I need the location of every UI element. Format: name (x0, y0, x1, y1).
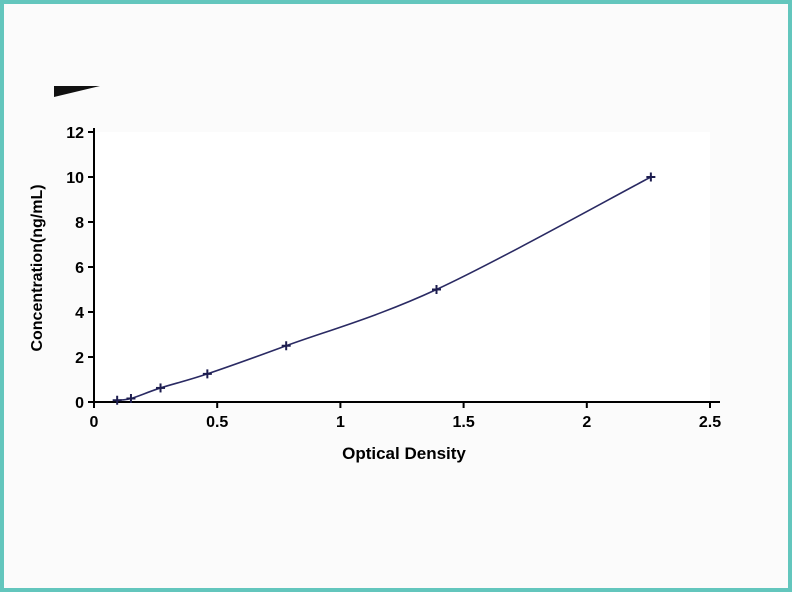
standard-curve-chart: 0 0.5 1 1.5 2 2.5 0 2 4 6 8 10 12 (66, 125, 721, 431)
svg-text:0.5: 0.5 (206, 414, 228, 431)
svg-text:0: 0 (90, 414, 99, 431)
elisa-standard-curve-figure: 0 0.5 1 1.5 2 2.5 0 2 4 6 8 10 12 Concentration(ng/m… (0, 0, 792, 592)
svg-text:4: 4 (75, 305, 84, 322)
svg-text:2: 2 (582, 414, 591, 431)
svg-text:8: 8 (75, 215, 84, 232)
svg-text:10: 10 (66, 170, 84, 187)
x-axis-label: Optical Density (342, 444, 466, 463)
svg-text:1.5: 1.5 (452, 414, 474, 431)
svg-text:0: 0 (75, 395, 84, 412)
svg-text:12: 12 (66, 125, 84, 142)
svg-text:2: 2 (75, 350, 84, 367)
y-axis-label: Concentration(ng/mL) (29, 184, 46, 352)
svg-text:2.5: 2.5 (699, 414, 721, 431)
corner-artifact (54, 86, 100, 108)
svg-text:1: 1 (336, 414, 345, 431)
svg-text:6: 6 (75, 260, 84, 277)
